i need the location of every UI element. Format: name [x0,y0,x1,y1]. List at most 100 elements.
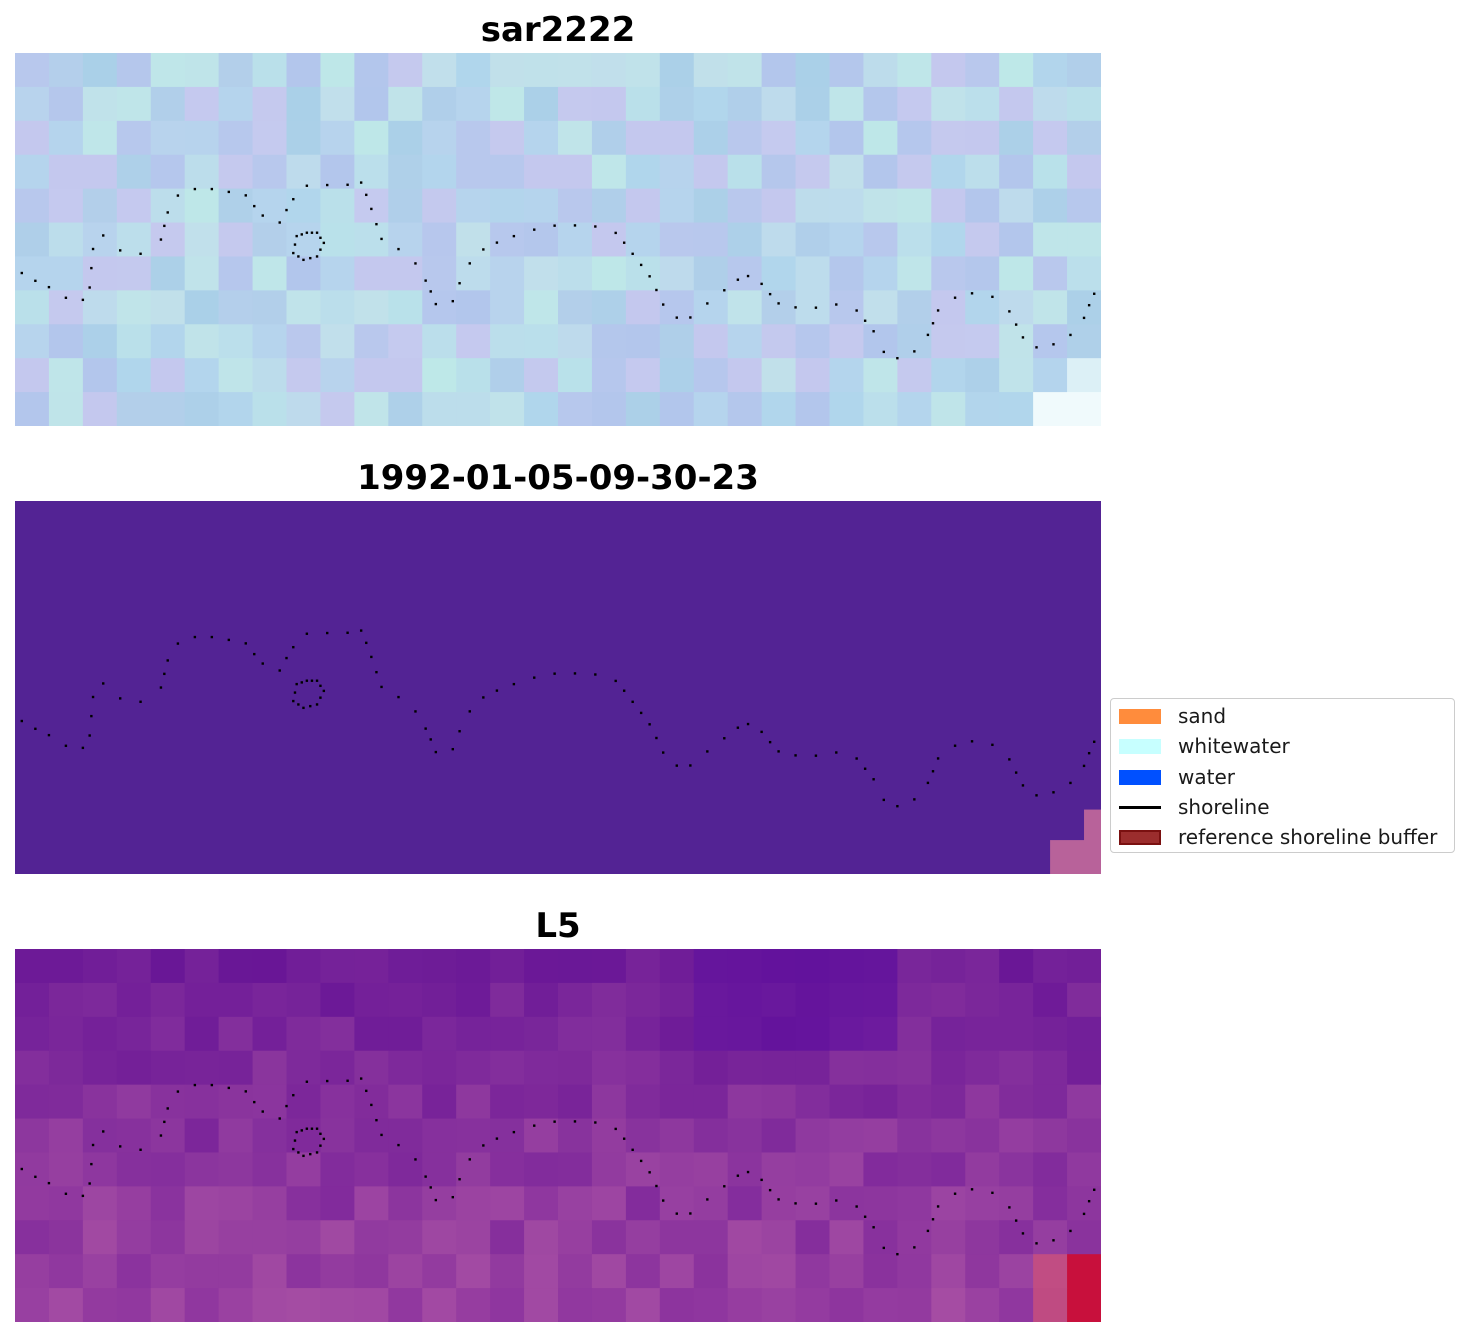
raster-cell [897,1016,932,1052]
raster-cell [48,120,84,156]
shoreline-point [159,686,163,689]
raster-cell [727,1084,763,1120]
shoreline-point [292,1093,295,1097]
raster-cell [252,392,288,426]
raster-cell [15,222,50,258]
shoreline-point [655,1184,658,1188]
shoreline-point [622,1137,626,1140]
shoreline-point [855,757,858,760]
shoreline-point [723,737,726,740]
shoreline-point [662,303,665,306]
raster-cell [456,358,491,393]
raster-cell [1033,290,1068,325]
raster-cell [897,324,932,359]
shoreline-point [227,1086,231,1090]
raster-cell [286,1152,322,1187]
raster-cell [1033,949,1068,984]
raster-cell [829,1118,865,1154]
raster-cell [693,86,729,122]
raster-cell [999,1288,1034,1322]
raster-cell [931,1186,966,1221]
raster-cell [1067,53,1101,88]
shoreline-point [835,1199,838,1202]
raster-cell [659,1016,695,1052]
raster-cell [218,982,254,1018]
raster-cell [693,1084,729,1120]
shoreline-point [359,629,363,632]
raster-cell [727,1254,763,1289]
raster-cell [795,1118,831,1154]
shoreline-point [434,302,438,306]
raster-cell [82,53,118,88]
shoreline-point [768,1188,772,1192]
raster-cell [931,392,966,426]
shoreline-point [675,764,678,767]
raster-cell [625,1050,661,1086]
raster-cell [184,188,220,224]
shoreline-point [414,1158,417,1161]
shoreline-point [794,1202,797,1205]
raster-cell [727,949,763,984]
raster-cell [965,1220,1000,1255]
shoreline-point [689,316,692,319]
raster-cell [388,358,423,393]
shoreline-point [315,1151,319,1154]
shoreline-point [777,750,780,753]
raster-cell [999,188,1034,224]
shoreline-point [424,279,427,282]
raster-cell [829,154,865,190]
shoreline-point [47,733,51,737]
raster-cell [965,1152,1000,1187]
raster-cell [659,256,695,291]
raster-cell [591,324,627,359]
raster-cell [829,290,865,325]
raster-cell [659,1050,695,1086]
raster-cell [693,1152,729,1187]
raster-cell [659,1118,695,1154]
shoreline-point [159,1134,163,1137]
shoreline-point [365,641,368,645]
raster-cell [116,1152,152,1187]
shoreline-point [365,1089,368,1093]
shoreline-point [322,1137,326,1141]
raster-cell [625,1016,661,1052]
raster-cell [863,86,898,122]
raster-cell [252,1016,288,1052]
raster-cell [591,1288,627,1322]
shoreline-point [468,710,471,713]
shoreline-point [310,231,314,234]
raster-cell [218,324,254,359]
raster-cell [591,86,627,122]
shoreline-point [913,1246,916,1249]
shoreline-point [723,289,726,292]
shoreline-point [872,330,875,333]
shoreline-point [380,237,383,241]
raster-cell [388,1220,423,1255]
raster-cell [218,1186,254,1221]
shoreline-point [482,248,485,251]
raster-cell [863,324,898,359]
raster-cell [490,154,525,190]
legend-swatch-reference-buffer [1119,829,1161,845]
raster-cell [727,982,763,1018]
raster-cell [693,1016,729,1052]
shoreline-point [88,734,91,737]
raster-cell [999,1254,1034,1289]
shoreline-point [931,322,935,325]
raster-cell [320,1050,355,1086]
raster-cell [252,1186,288,1221]
raster-cell [1067,1220,1101,1255]
shoreline-point [322,689,326,693]
raster-cell [286,290,322,325]
raster-cell [456,1016,491,1052]
raster-cell [625,358,661,393]
raster-cell [795,1220,831,1255]
raster-cell [286,188,322,224]
raster-cell [863,1288,898,1322]
raster-cell [490,222,525,258]
raster-cell [354,1220,389,1255]
raster-cell [252,222,288,258]
raster-cell [320,358,355,393]
raster-cell [354,358,389,393]
raster-cell [422,982,457,1018]
